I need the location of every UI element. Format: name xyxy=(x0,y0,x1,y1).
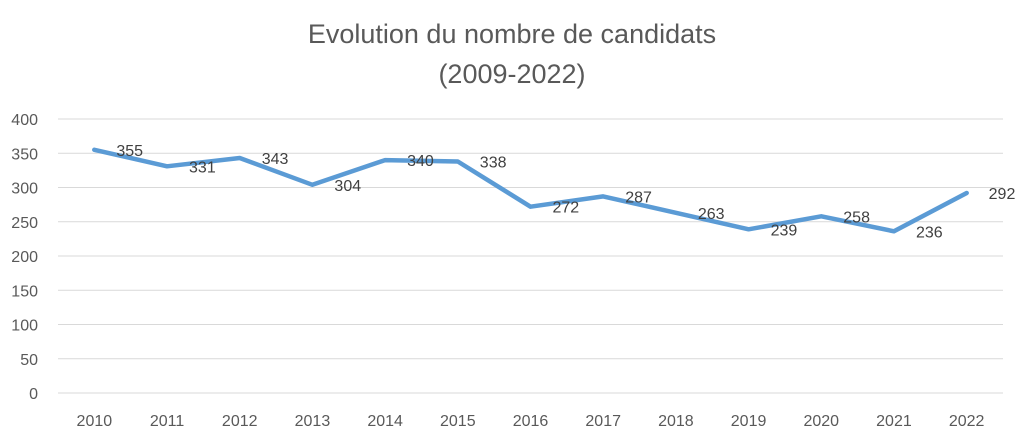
data-label: 263 xyxy=(698,206,725,223)
chart-subtitle: (2009-2022) xyxy=(438,59,586,89)
x-tick-label: 2019 xyxy=(731,413,767,430)
x-tick-label: 2022 xyxy=(949,413,985,430)
x-tick-label: 2017 xyxy=(585,413,621,430)
data-label: 304 xyxy=(334,178,361,195)
x-tick-label: 2015 xyxy=(440,413,476,430)
data-label: 338 xyxy=(480,154,507,171)
data-label: 355 xyxy=(116,143,143,160)
data-label: 343 xyxy=(262,151,289,168)
x-tick-label: 2012 xyxy=(222,413,258,430)
x-tick-label: 2011 xyxy=(150,413,185,430)
y-tick-label: 50 xyxy=(20,352,38,369)
x-axis: 2010 2011 2012 2013 2014 2015 2016 2017 2018 2019… xyxy=(77,413,985,430)
x-tick-label: 2010 xyxy=(77,413,113,430)
y-tick-label: 400 xyxy=(11,112,38,129)
y-tick-label: 200 xyxy=(11,249,38,266)
series-line xyxy=(92,147,969,234)
data-label: 258 xyxy=(843,209,870,226)
x-tick-label: 2018 xyxy=(658,413,694,430)
y-tick-label: 250 xyxy=(11,215,38,232)
series xyxy=(92,147,969,234)
y-tick-label: 300 xyxy=(11,181,38,198)
data-labels: 355 331 343 304 340 338 272 287 263 239 258 236 292 xyxy=(116,143,1015,242)
x-tick-label: 2013 xyxy=(295,413,331,430)
data-label: 287 xyxy=(625,189,652,206)
x-tick-label: 2020 xyxy=(803,413,839,430)
y-tick-label: 100 xyxy=(11,318,38,335)
y-tick-label: 350 xyxy=(11,146,38,163)
gridlines xyxy=(58,118,1003,394)
data-label: 340 xyxy=(407,153,434,170)
data-label: 236 xyxy=(916,224,943,241)
x-tick-label: 2014 xyxy=(367,413,403,430)
data-label: 272 xyxy=(553,200,580,217)
data-label: 331 xyxy=(189,159,216,176)
y-axis: 0 50 100 150 200 250 300 350 400 xyxy=(11,112,38,403)
data-label: 292 xyxy=(989,186,1016,203)
x-tick-label: 2021 xyxy=(876,413,912,430)
chart-title: Evolution du nombre de candidats xyxy=(307,19,717,49)
y-tick-label: 0 xyxy=(29,386,38,403)
data-label: 239 xyxy=(771,222,798,239)
x-tick-label: 2016 xyxy=(513,413,549,430)
y-tick-label: 150 xyxy=(11,283,38,300)
